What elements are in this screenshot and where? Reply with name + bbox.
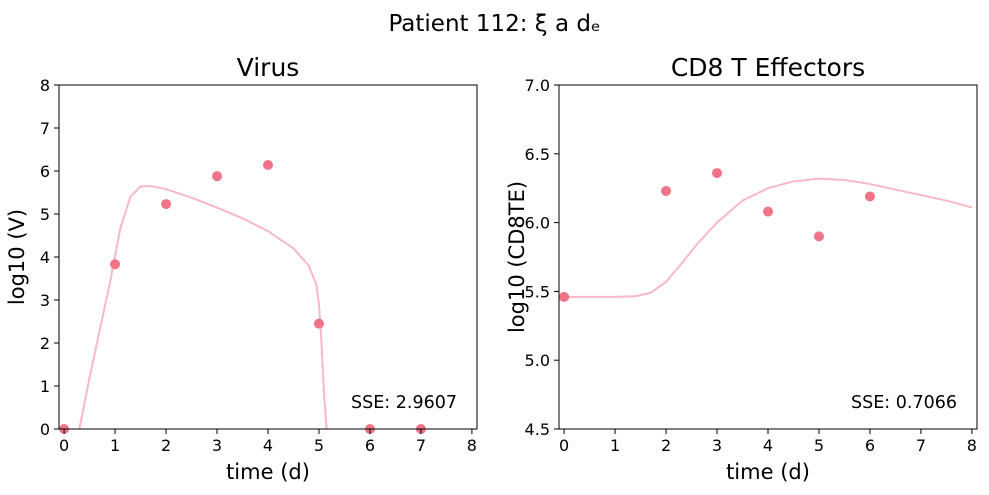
virus-x-tick-label: 3 (212, 436, 222, 455)
cd8-x-tick-label: 1 (610, 436, 620, 455)
virus-y-tick-label: 6 (40, 162, 50, 181)
virus-y-axis-label: log10 (V) (5, 209, 29, 305)
cd8-x-tick-label: 6 (865, 436, 875, 455)
virus-fit-line (78, 185, 328, 429)
cd8-x-axis-label: time (d) (726, 460, 810, 484)
cd8-x-tick-label: 7 (916, 436, 926, 455)
virus-x-tick-label: 1 (110, 436, 120, 455)
virus-panel-title: Virus (237, 53, 300, 82)
cd8-x-tick-label: 8 (967, 436, 977, 455)
cd8-sse-annotation: SSE: 0.7066 (851, 393, 957, 413)
virus-data-point (313, 318, 324, 329)
cd8-x-tick-label: 2 (661, 436, 671, 455)
cd8-data-point (864, 191, 875, 202)
virus-y-tick-label: 8 (40, 76, 50, 95)
cd8-y-tick-label: 5.5 (525, 282, 550, 301)
cd8-axes-frame (558, 84, 978, 430)
virus-x-tick-label: 6 (365, 436, 375, 455)
virus-x-tick-label: 0 (59, 436, 69, 455)
figure-suptitle: Patient 112: ξ a dₑ (388, 11, 600, 37)
virus-data-point (161, 199, 172, 210)
cd8-panel: CD8 T Effectors time (d) log10 (CD8TE) S… (505, 53, 978, 484)
virus-x-axis-label: time (d) (226, 460, 310, 484)
cd8-y-tick-label: 7.0 (525, 76, 550, 95)
cd8-y-tick-label: 5.0 (525, 351, 550, 370)
cd8-fit-line (564, 177, 973, 298)
cd8-x-tick-label: 0 (559, 436, 569, 455)
virus-x-tick-label: 2 (161, 436, 171, 455)
virus-data-point (110, 259, 121, 270)
cd8-x-tick-label: 3 (712, 436, 722, 455)
virus-sse-annotation: SSE: 2.9607 (351, 393, 457, 413)
cd8-x-tick-label: 5 (814, 436, 824, 455)
cd8-data-point (712, 168, 723, 179)
cd8-x-tick-label: 4 (763, 436, 773, 455)
virus-data-point (263, 159, 273, 170)
virus-y-tick-label: 7 (40, 119, 50, 138)
cd8-data-point (813, 231, 824, 242)
virus-x-tick-label: 8 (467, 436, 477, 455)
virus-data-point (212, 171, 223, 182)
cd8-y-axis-label: log10 (CD8TE) (505, 181, 529, 333)
cd8-y-tick-label: 6.0 (525, 214, 550, 233)
virus-y-tick-label: 2 (40, 334, 50, 353)
cd8-y-tick-label: 4.5 (525, 420, 550, 439)
cd8-panel-title: CD8 T Effectors (671, 53, 865, 82)
virus-y-tick-label: 0 (40, 420, 50, 439)
virus-x-tick-label: 5 (314, 436, 324, 455)
virus-y-tick-label: 5 (40, 205, 50, 224)
virus-y-tick-label: 4 (40, 248, 50, 267)
cd8-data-point (559, 291, 570, 302)
virus-y-tick-label: 3 (40, 291, 50, 310)
virus-y-tick-label: 1 (40, 377, 50, 396)
virus-panel: Virus time (d) log10 (V) SSE: 2.9607 0 1 2… (5, 53, 478, 484)
virus-x-tick-label: 7 (416, 436, 426, 455)
virus-axes-frame (58, 84, 478, 430)
cd8-data-point (661, 185, 672, 196)
cd8-y-tick-label: 6.5 (525, 145, 550, 164)
virus-x-tick-label: 4 (263, 436, 273, 455)
cd8-data-point (763, 206, 773, 217)
